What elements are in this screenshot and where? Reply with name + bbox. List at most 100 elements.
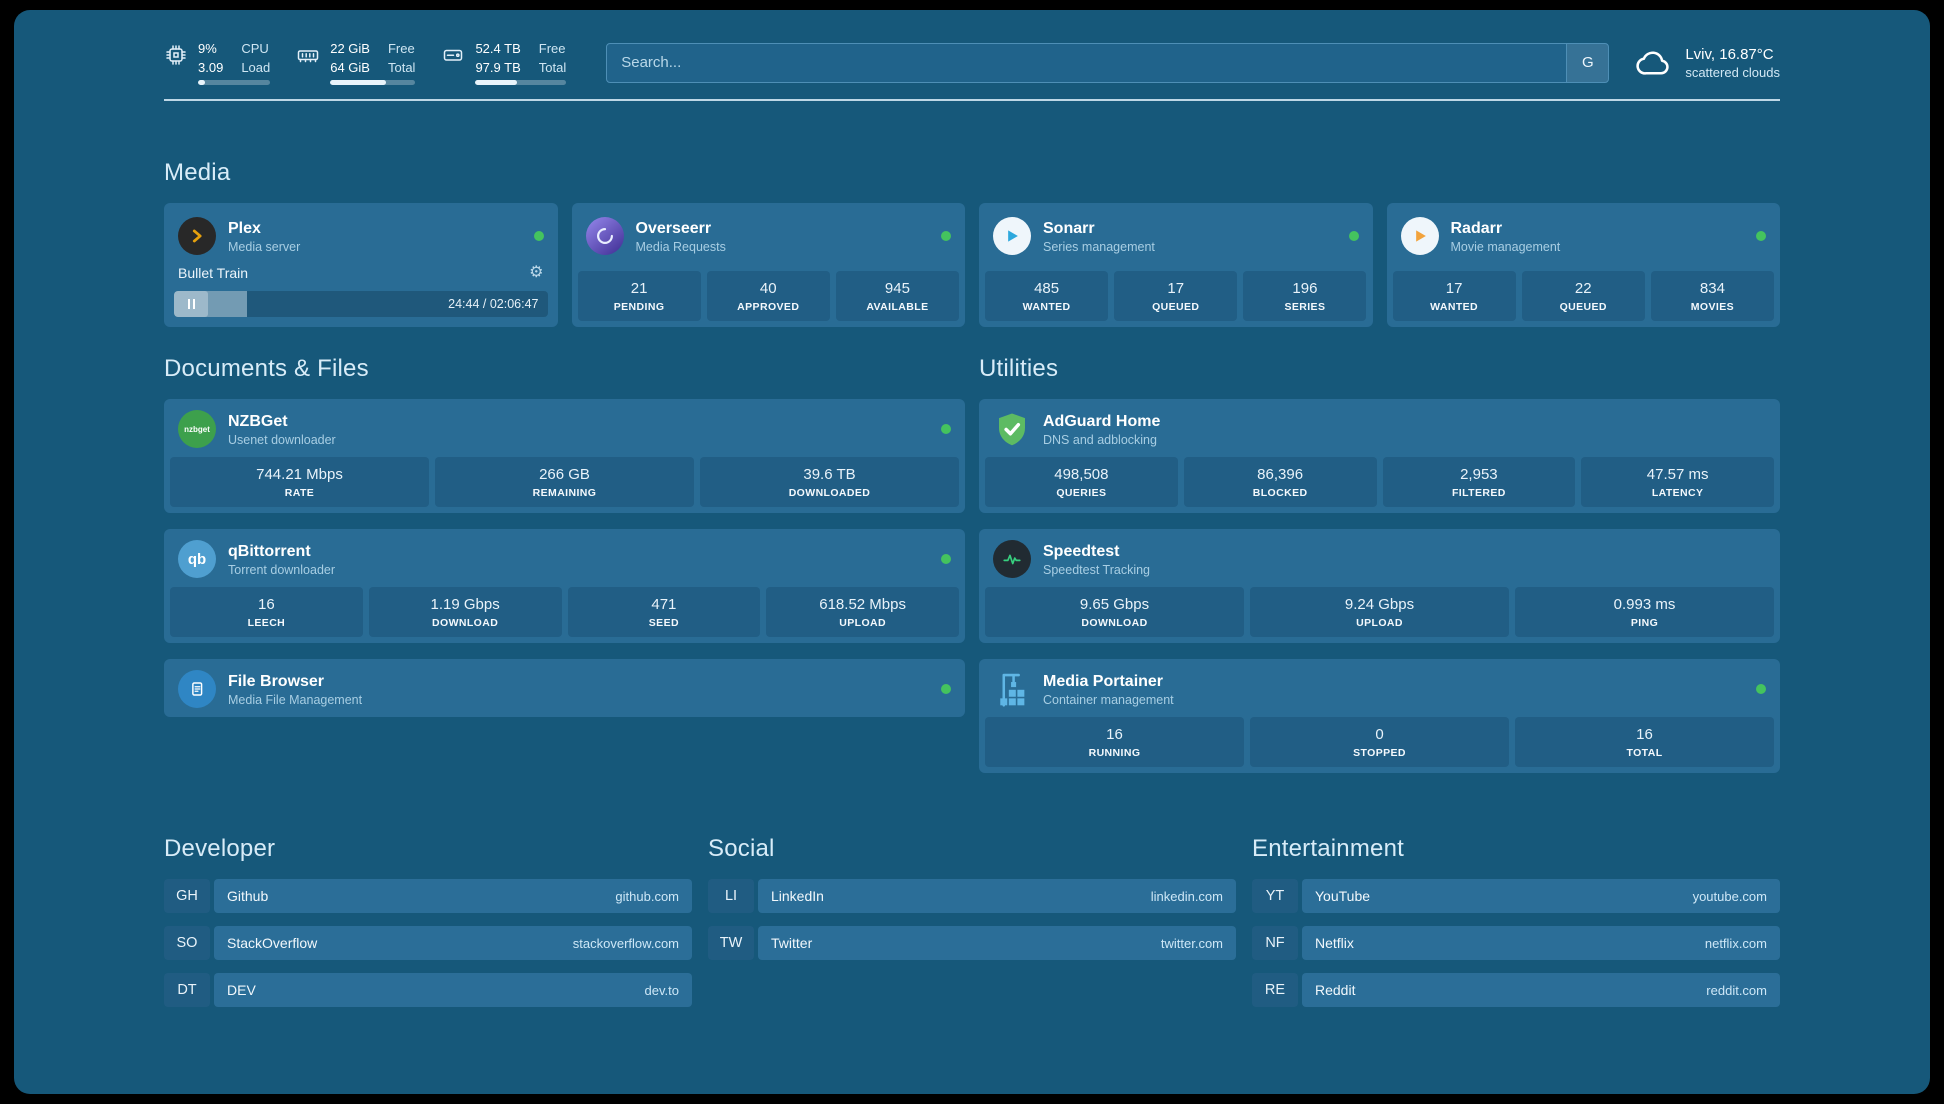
- app-name: Media Portainer: [1043, 672, 1164, 690]
- sonarr-header: Sonarr Series management: [979, 203, 1373, 265]
- stat-value: 196: [1292, 280, 1318, 298]
- stat-value: 485: [1034, 280, 1060, 298]
- bookmark-abbr: RE: [1252, 973, 1298, 1008]
- stat-stopped: 0 STOPPED: [1250, 717, 1509, 768]
- stat-movies: 834 MOVIES: [1650, 271, 1774, 322]
- app-card-speedtest[interactable]: Speedtest Speedtest Tracking 9.65 Gbps DO…: [979, 529, 1780, 644]
- bookmark-linkedin[interactable]: LI LinkedIn linkedin.com: [708, 879, 1236, 914]
- cpu-usage-label: CPU: [241, 41, 269, 56]
- stat-value: 39.6 TB: [803, 466, 856, 484]
- stat-value: 498,508: [1054, 466, 1109, 484]
- bookmark-name: Reddit: [1315, 982, 1356, 999]
- bookmark-domain: twitter.com: [1160, 935, 1223, 951]
- stat-filtered: 2,953 FILTERED: [1382, 457, 1576, 508]
- cpu-icon: [164, 43, 188, 67]
- bookmark-github[interactable]: GH Github github.com: [164, 879, 692, 914]
- middle-columns: Documents & Files nzbget NZBGet Usenet d…: [164, 355, 1780, 774]
- app-subtitle: Movie management: [1450, 239, 1561, 254]
- bookmark-domain: reddit.com: [1706, 982, 1767, 998]
- bookmark-abbr: SO: [164, 926, 210, 961]
- bookmark-domain: dev.to: [644, 982, 679, 998]
- bookmarks-grid: Developer GH Github github.com SO StackO…: [164, 835, 1780, 1020]
- overseerr-meta: Overseerr Media Requests: [636, 219, 726, 254]
- documents-column: Documents & Files nzbget NZBGet Usenet d…: [164, 355, 965, 773]
- pause-button[interactable]: [174, 291, 208, 318]
- stat-running: 16 RUNNING: [985, 717, 1244, 768]
- overseerr-icon: [585, 217, 624, 256]
- plex-meta: Plex Media server: [228, 219, 300, 254]
- section-title-media: Media: [164, 159, 231, 187]
- app-card-filebrowser[interactable]: File Browser Media File Management: [164, 659, 965, 718]
- app-subtitle: Usenet downloader: [228, 432, 336, 447]
- weather-location-temp: Lviv, 16.87°C: [1685, 45, 1774, 63]
- cpu-progress-fill: [198, 80, 205, 86]
- cpu-widget-body: 9% CPU 3.09 Load: [198, 40, 271, 86]
- memory-widget-body: 22 GiB Free 64 GiB Total: [330, 40, 416, 86]
- weather-condition: scattered clouds: [1685, 64, 1780, 80]
- bookmark-abbr: TW: [708, 926, 754, 961]
- gear-icon[interactable]: ⚙: [529, 264, 544, 282]
- stat-value: 744.21 Mbps: [256, 466, 343, 484]
- stat-label: WANTED: [1022, 301, 1071, 314]
- memory-progress-fill: [330, 80, 387, 86]
- memory-total-value: 64 GiB: [330, 59, 370, 75]
- portainer-header: Media Portainer Container management: [979, 659, 1780, 717]
- adguard-icon: [993, 410, 1031, 448]
- nzbget-icon: nzbget: [178, 410, 216, 449]
- app-card-overseerr[interactable]: Overseerr Media Requests 21 PENDING 40 APP…: [571, 203, 966, 328]
- status-dot: [533, 231, 544, 242]
- utilities-column: Utilities AdGuard Home DNS and adblockin…: [979, 355, 1780, 774]
- stat-label: UPLOAD: [1356, 617, 1403, 630]
- cpu-widget: 9% CPU 3.09 Load: [164, 40, 271, 86]
- app-name: Speedtest: [1043, 542, 1120, 560]
- bookmark-domain: netflix.com: [1704, 935, 1767, 951]
- stat-label: QUEUED: [1559, 301, 1607, 314]
- stat-value: 834: [1699, 280, 1725, 298]
- stat-label: DOWNLOAD: [1081, 617, 1148, 630]
- bookmark-name: Netflix: [1315, 935, 1354, 952]
- memory-progress-track: [330, 80, 416, 86]
- app-name: Sonarr: [1043, 219, 1095, 237]
- search-engine-button[interactable]: G: [1566, 43, 1609, 82]
- bookmark-reddit[interactable]: RE Reddit reddit.com: [1252, 973, 1780, 1008]
- app-card-portainer[interactable]: Media Portainer Container management 16 R…: [979, 659, 1780, 774]
- app-subtitle: Media server: [228, 239, 301, 254]
- app-card-radarr[interactable]: Radarr Movie management 17 WANTED 22 QUEUE…: [1386, 203, 1781, 328]
- app-card-plex[interactable]: Plex Media server Bullet Train ⚙ 24:44 /…: [164, 203, 558, 328]
- bookmark-dev[interactable]: DT DEV dev.to: [164, 973, 692, 1008]
- bookmarks-entertainment: Entertainment YT YouTube youtube.com NF …: [1252, 835, 1780, 1020]
- section-title-social: Social: [708, 835, 775, 863]
- stat-value: 16: [258, 596, 275, 614]
- stat-label: PING: [1630, 617, 1659, 630]
- app-card-qbittorrent[interactable]: qb qBittorrent Torrent downloader 16 LEEC…: [164, 529, 965, 644]
- bookmark-body: YouTube youtube.com: [1302, 879, 1780, 914]
- bookmark-name: LinkedIn: [771, 888, 824, 905]
- stat-value: 1.19 Gbps: [430, 596, 500, 614]
- stat-value: 9.24 Gbps: [1344, 596, 1415, 614]
- bookmark-youtube[interactable]: YT YouTube youtube.com: [1252, 879, 1780, 914]
- stat-value: 86,396: [1257, 466, 1304, 484]
- filebrowser-header: File Browser Media File Management: [164, 659, 965, 717]
- stat-label: AVAILABLE: [866, 301, 929, 314]
- bookmark-netflix[interactable]: NF Netflix netflix.com: [1252, 926, 1780, 961]
- bookmark-twitter[interactable]: TW Twitter twitter.com: [708, 926, 1236, 961]
- app-card-sonarr[interactable]: Sonarr Series management 485 WANTED 17 QUE…: [979, 203, 1373, 328]
- memory-free-label: Free: [387, 41, 415, 56]
- stat-total: 16 TOTAL: [1515, 717, 1774, 768]
- bookmark-stackoverflow[interactable]: SO StackOverflow stackoverflow.com: [164, 926, 692, 961]
- storage-free-label: Free: [538, 41, 566, 56]
- app-card-adguard[interactable]: AdGuard Home DNS and adblocking 498,508 Q…: [979, 399, 1780, 514]
- search-input[interactable]: [607, 43, 1567, 82]
- overseerr-header: Overseerr Media Requests: [572, 203, 966, 265]
- stat-value: 0.993 ms: [1613, 596, 1676, 614]
- nzbget-stats: 744.21 Mbps RATE 266 GB REMAINING 39.6 TB D…: [170, 457, 959, 508]
- bookmarks-social: Social LI LinkedIn linkedin.com TW Twitt…: [708, 835, 1236, 1020]
- status-dot: [941, 231, 951, 242]
- app-card-nzbget[interactable]: nzbget NZBGet Usenet downloader 744.21 M…: [164, 399, 965, 514]
- status-dot: [1756, 684, 1766, 695]
- stat-queries: 498,508 QUERIES: [985, 457, 1178, 508]
- stat-value: 618.52 Mbps: [819, 596, 906, 614]
- qbittorrent-header: qb qBittorrent Torrent downloader: [164, 529, 965, 587]
- bookmark-name: StackOverflow: [227, 935, 318, 952]
- radarr-header: Radarr Movie management: [1387, 203, 1781, 265]
